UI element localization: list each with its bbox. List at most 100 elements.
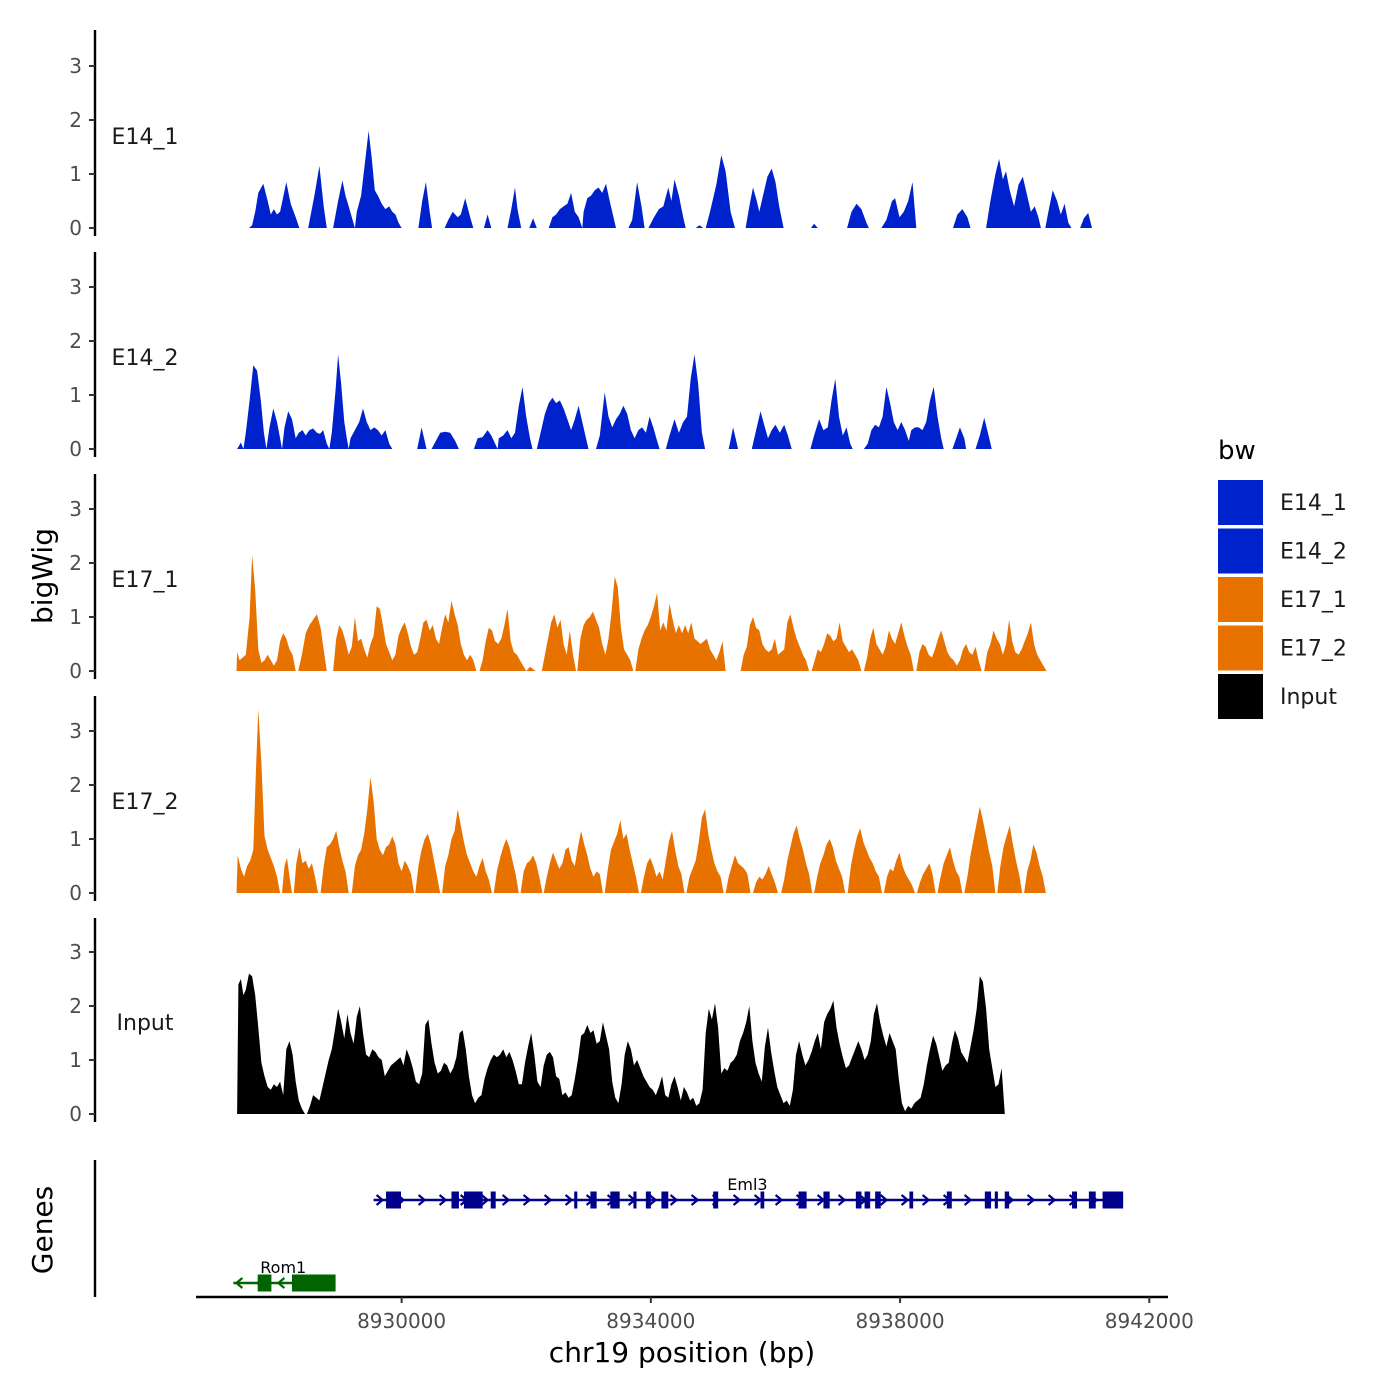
strand-arrow xyxy=(234,1277,244,1289)
track-label: E17_1 xyxy=(112,568,179,593)
coverage-area-E17_1 xyxy=(236,554,1047,671)
legend-label: Input xyxy=(1280,685,1337,710)
gene-Eml3: Eml3 xyxy=(373,1175,1124,1209)
exon xyxy=(946,1191,952,1209)
strand-arrow xyxy=(837,1194,847,1206)
exon xyxy=(1088,1191,1096,1209)
track-E14_2: 0 1 2 3 E14_2 xyxy=(69,252,992,461)
exon xyxy=(386,1191,401,1209)
strand-arrow xyxy=(1047,1194,1057,1206)
exon xyxy=(463,1191,483,1209)
strand-arrow xyxy=(375,1194,385,1206)
y-tick-label: 2 xyxy=(69,994,82,1018)
y-tick-label: 0 xyxy=(69,659,82,683)
y-tick-label: 1 xyxy=(69,1048,82,1072)
y-tick-label: 2 xyxy=(69,551,82,575)
strand-arrow xyxy=(417,1194,427,1206)
exon xyxy=(633,1191,637,1209)
track-label: Input xyxy=(117,1011,174,1036)
legend-entry-E17_2: E17_2 xyxy=(1218,625,1347,671)
exon xyxy=(713,1191,719,1209)
strand-arrow xyxy=(900,1194,910,1206)
y-tick-label: 1 xyxy=(69,162,82,186)
y-tick-label: 1 xyxy=(69,383,82,407)
exon xyxy=(855,1191,862,1209)
bigwig-tracks: 0 1 2 3 E14_1 0 1 2 3 E14_2 0 1 2 3 E17_1 0 1 2 3 E17_2 0 1 2 3… xyxy=(69,30,1092,1126)
exon xyxy=(574,1191,578,1209)
x-tick-label: 8938000 xyxy=(856,1309,945,1333)
track-Input: 0 1 2 3 Input xyxy=(69,918,1005,1126)
strand-arrow xyxy=(963,1194,973,1206)
exon xyxy=(661,1191,669,1209)
legend-label: E17_1 xyxy=(1280,588,1347,613)
exon xyxy=(291,1274,336,1292)
y-tick-label: 1 xyxy=(69,827,82,851)
legend-swatch xyxy=(1218,674,1263,719)
legend-entry-Input: Input xyxy=(1218,674,1337,719)
track-label: E17_2 xyxy=(112,790,179,815)
exon xyxy=(645,1191,651,1209)
strand-arrow xyxy=(543,1194,553,1206)
strand-arrow xyxy=(921,1194,931,1206)
strand-arrow xyxy=(276,1277,286,1289)
legend-label: E14_2 xyxy=(1280,540,1347,565)
legend-swatch xyxy=(1218,577,1263,622)
strand-arrow xyxy=(669,1194,679,1206)
gene-Rom1: Rom1 xyxy=(233,1258,336,1292)
track-label: E14_1 xyxy=(112,125,179,150)
exon xyxy=(490,1191,496,1209)
y-tick-label: 3 xyxy=(69,719,82,743)
y-tick-label: 3 xyxy=(69,54,82,78)
legend-entry-E14_2: E14_2 xyxy=(1218,528,1347,574)
legend-label: E14_1 xyxy=(1280,491,1347,516)
strand-arrow xyxy=(522,1194,532,1206)
exon xyxy=(1102,1191,1124,1209)
exon xyxy=(994,1191,998,1209)
y-tick-label: 3 xyxy=(69,497,82,521)
x-tick-label: 8942000 xyxy=(1105,1309,1194,1333)
track-E17_1: 0 1 2 3 E17_1 xyxy=(69,474,1047,683)
exon xyxy=(864,1191,871,1209)
y-tick-label: 1 xyxy=(69,605,82,629)
y-tick-label: 2 xyxy=(69,329,82,353)
legend-label: E17_2 xyxy=(1280,637,1347,662)
exon xyxy=(875,1191,881,1209)
strand-arrow xyxy=(564,1194,574,1206)
y-axis-title-bigwig: bigWig xyxy=(26,528,59,624)
exon xyxy=(760,1191,765,1209)
strand-arrow xyxy=(774,1194,784,1206)
y-tick-label: 2 xyxy=(69,108,82,132)
track-E14_1: 0 1 2 3 E14_1 xyxy=(69,30,1092,240)
gene-track: Eml3 Rom1 xyxy=(93,1160,1124,1297)
strand-arrow xyxy=(438,1194,448,1206)
coverage-area-E14_2 xyxy=(237,354,992,449)
legend: bw E14_1 E14_2 E17_1 E17_2 Input xyxy=(1218,436,1347,719)
x-tick-label: 8930000 xyxy=(357,1309,446,1333)
exon xyxy=(1072,1191,1078,1209)
exon xyxy=(590,1191,597,1209)
exon xyxy=(257,1274,272,1292)
exon xyxy=(984,1191,992,1209)
exon xyxy=(610,1191,620,1209)
strand-arrow xyxy=(501,1194,511,1206)
strand-arrow xyxy=(690,1194,700,1206)
strand-arrow xyxy=(480,1194,490,1206)
exon xyxy=(909,1191,914,1209)
x-tick-label: 8934000 xyxy=(606,1309,695,1333)
strand-arrow xyxy=(648,1194,658,1206)
x-axis: 8930000 8934000 8938000 8942000 xyxy=(196,1295,1194,1333)
x-axis-title: chr19 position (bp) xyxy=(549,1336,815,1369)
track-label: E14_2 xyxy=(112,346,179,371)
strand-arrow xyxy=(879,1194,889,1206)
strand-arrow xyxy=(1026,1194,1036,1206)
exon xyxy=(823,1191,830,1209)
legend-entry-E17_1: E17_1 xyxy=(1218,577,1347,622)
y-tick-label: 2 xyxy=(69,773,82,797)
gene-label: Rom1 xyxy=(260,1258,306,1277)
y-tick-label: 0 xyxy=(69,881,82,905)
y-tick-label: 3 xyxy=(69,940,82,964)
exon xyxy=(1004,1191,1010,1209)
y-tick-label: 3 xyxy=(69,275,82,299)
